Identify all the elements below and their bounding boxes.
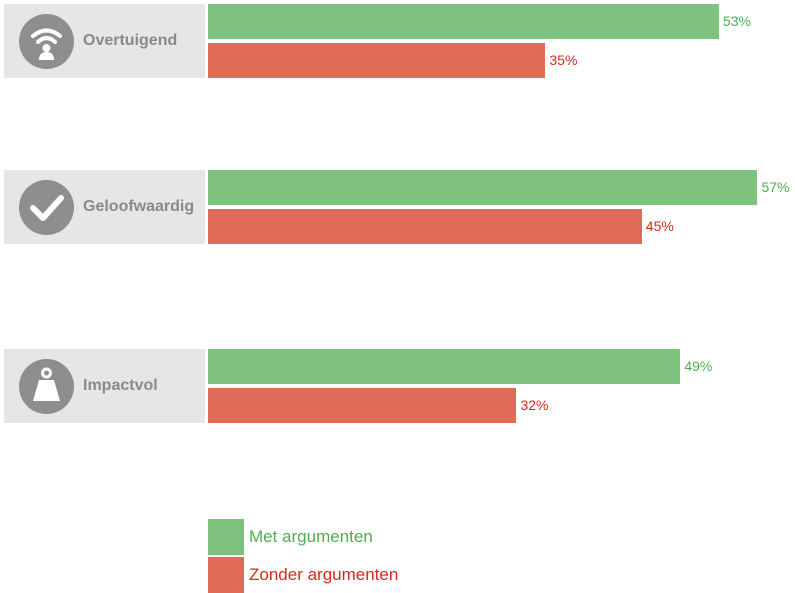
data-label: 53% — [722, 13, 751, 29]
data-label: 57% — [761, 179, 790, 195]
weight-icon — [19, 359, 74, 414]
checkmark-icon — [19, 180, 74, 235]
data-label: 49% — [684, 358, 713, 374]
category-panel: Impactvol — [4, 349, 205, 423]
legend-label: Zonder argumenten — [249, 565, 399, 584]
data-label: 35% — [549, 52, 578, 68]
bar-zonder-argumenten — [208, 43, 546, 78]
bar-met-argumenten — [208, 4, 719, 39]
category-panel: Geloofwaardig — [4, 170, 205, 244]
bar-met-argumenten — [208, 349, 681, 384]
bar-met-argumenten — [208, 170, 758, 205]
data-label: 45% — [645, 218, 674, 234]
legend-swatch — [208, 557, 244, 593]
category-label: Impactvol — [83, 377, 158, 394]
bar-zonder-argumenten — [208, 209, 642, 244]
wifi-person-icon — [19, 14, 74, 69]
data-label: 32% — [520, 397, 549, 413]
category-label: Overtuigend — [83, 32, 178, 49]
category-panel: Overtuigend — [4, 4, 205, 78]
legend-label: Met argumenten — [249, 527, 373, 546]
category-label: Geloofwaardig — [83, 198, 195, 215]
bar-zonder-argumenten — [208, 388, 517, 423]
legend-swatch — [208, 519, 244, 555]
